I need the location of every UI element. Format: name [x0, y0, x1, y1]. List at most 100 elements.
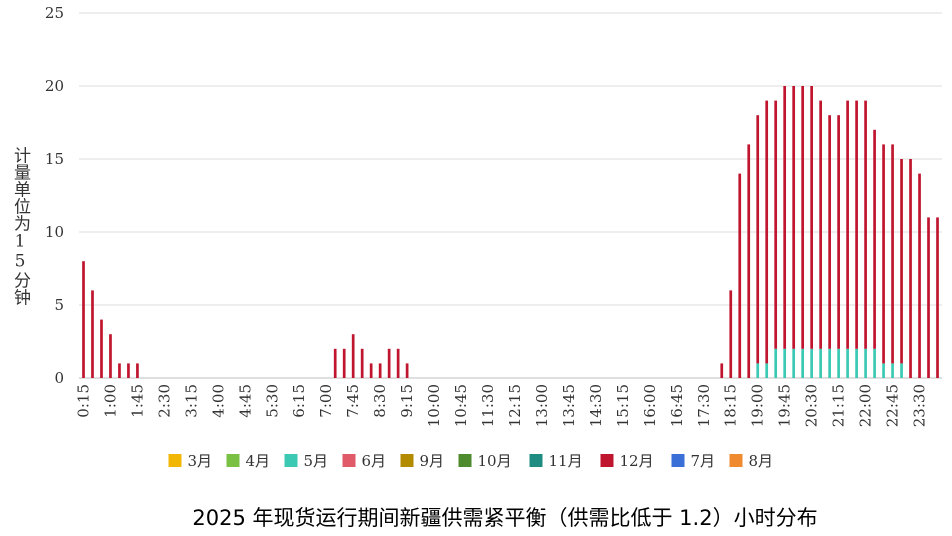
- bar: [891, 144, 894, 364]
- bar: [405, 363, 409, 378]
- chart-title: 2025 年现货运行期间新疆供需紧平衡（供需比低于 1.2）小时分布: [192, 506, 817, 530]
- legend-swatch: [168, 454, 182, 467]
- x-tick-label: 11:30: [479, 384, 497, 427]
- x-tick-label: 22:00: [857, 384, 875, 427]
- legend-swatch: [729, 454, 743, 467]
- bar: [873, 129, 876, 349]
- bar: [909, 159, 912, 378]
- x-tick-label: 19:00: [749, 384, 767, 427]
- bar: [936, 217, 939, 378]
- bar: [720, 363, 724, 378]
- x-tick-label: 2:30: [155, 384, 173, 418]
- legend-swatch: [284, 454, 298, 467]
- bar: [882, 144, 885, 364]
- legend-swatch: [600, 454, 614, 467]
- bar: [756, 115, 760, 364]
- bar: [396, 348, 400, 378]
- bar: [333, 348, 337, 378]
- bar: [864, 348, 867, 378]
- bar: [801, 348, 805, 378]
- x-tick-label: 20:30: [803, 384, 821, 427]
- legend-label: 11月: [549, 452, 583, 470]
- x-tick-label: 0:15: [74, 384, 92, 418]
- x-tick-label: 13:00: [533, 384, 551, 427]
- bar: [91, 290, 94, 378]
- x-tick-label: 18:15: [722, 384, 740, 427]
- gridlines: [79, 12, 942, 379]
- y-axis-ticks: 0 5 10 15 20 25: [45, 4, 64, 387]
- x-tick-label: 4:45: [236, 384, 254, 418]
- legend-swatch: [671, 454, 685, 467]
- x-tick-label: 8:30: [371, 384, 389, 418]
- y-tick-label: 25: [45, 4, 64, 22]
- x-tick-label: 9:15: [398, 384, 416, 418]
- bar: [756, 363, 760, 378]
- bar: [801, 86, 805, 349]
- bars: [82, 86, 939, 378]
- y-tick-label: 5: [54, 296, 64, 314]
- bar: [819, 348, 822, 378]
- bar: [127, 363, 130, 378]
- x-tick-label: 1:00: [101, 384, 119, 418]
- x-tick-label: 4:00: [209, 384, 227, 418]
- x-tick-label: 22:45: [884, 384, 902, 427]
- bar: [810, 86, 813, 349]
- bar: [918, 173, 921, 378]
- bar: [837, 348, 840, 378]
- legend-label: 10月: [478, 452, 512, 470]
- legend-label: 7月: [691, 452, 716, 470]
- x-tick-label: 19:45: [776, 384, 794, 427]
- x-tick-label: 16:00: [641, 384, 659, 427]
- legend-swatch: [342, 454, 356, 467]
- bar: [387, 348, 391, 378]
- legend-label: 3月: [188, 452, 213, 470]
- y-tick-label: 15: [45, 150, 64, 168]
- bar: [846, 348, 849, 378]
- x-tick-label: 15:15: [614, 384, 632, 427]
- x-tick-label: 6:15: [290, 384, 308, 418]
- bar: [891, 363, 894, 378]
- y-tick-label: 10: [45, 223, 64, 241]
- x-tick-label: 21:15: [830, 384, 848, 427]
- bar: [351, 334, 355, 378]
- bar: [378, 363, 382, 378]
- bar: [729, 290, 733, 378]
- bar: [118, 363, 121, 378]
- x-tick-label: 23:30: [911, 384, 929, 427]
- x-tick-label: 5:30: [263, 384, 281, 418]
- bar: [747, 144, 751, 378]
- x-tick-label: 17:30: [695, 384, 713, 427]
- x-tick-label: 3:15: [182, 384, 200, 418]
- legend-label: 5月: [304, 452, 329, 470]
- bar: [882, 363, 885, 378]
- x-tick-label: 16:45: [668, 384, 686, 427]
- bar: [774, 100, 778, 349]
- x-tick-label: 10:00: [425, 384, 443, 427]
- bar: [765, 363, 769, 378]
- legend-label: 9月: [420, 452, 445, 470]
- bar: [828, 348, 831, 378]
- x-tick-label: 14:30: [587, 384, 605, 427]
- bar: [900, 159, 903, 364]
- bar: [837, 115, 840, 349]
- y-tick-label: 0: [54, 369, 64, 387]
- bar: [783, 348, 787, 378]
- y-tick-label: 20: [45, 77, 64, 95]
- bar: [864, 100, 867, 349]
- legend-label: 6月: [362, 452, 387, 470]
- bar: [738, 173, 742, 378]
- bar: [100, 319, 103, 378]
- bar: [873, 348, 876, 378]
- bar: [855, 100, 858, 349]
- bar: [792, 86, 796, 349]
- x-tick-label: 7:45: [344, 384, 362, 418]
- bar: [342, 348, 346, 378]
- x-tick-label: 12:15: [506, 384, 524, 427]
- legend-swatch: [226, 454, 240, 467]
- bar: [774, 348, 778, 378]
- bar: [810, 348, 813, 378]
- x-tick-label: 10:45: [452, 384, 470, 427]
- legend-label: 8月: [749, 452, 774, 470]
- x-axis-ticks: 0:15 1:00 1:45 2:30 3:15 4:00 4:45 5:30 6:15 7:00…: [74, 384, 928, 427]
